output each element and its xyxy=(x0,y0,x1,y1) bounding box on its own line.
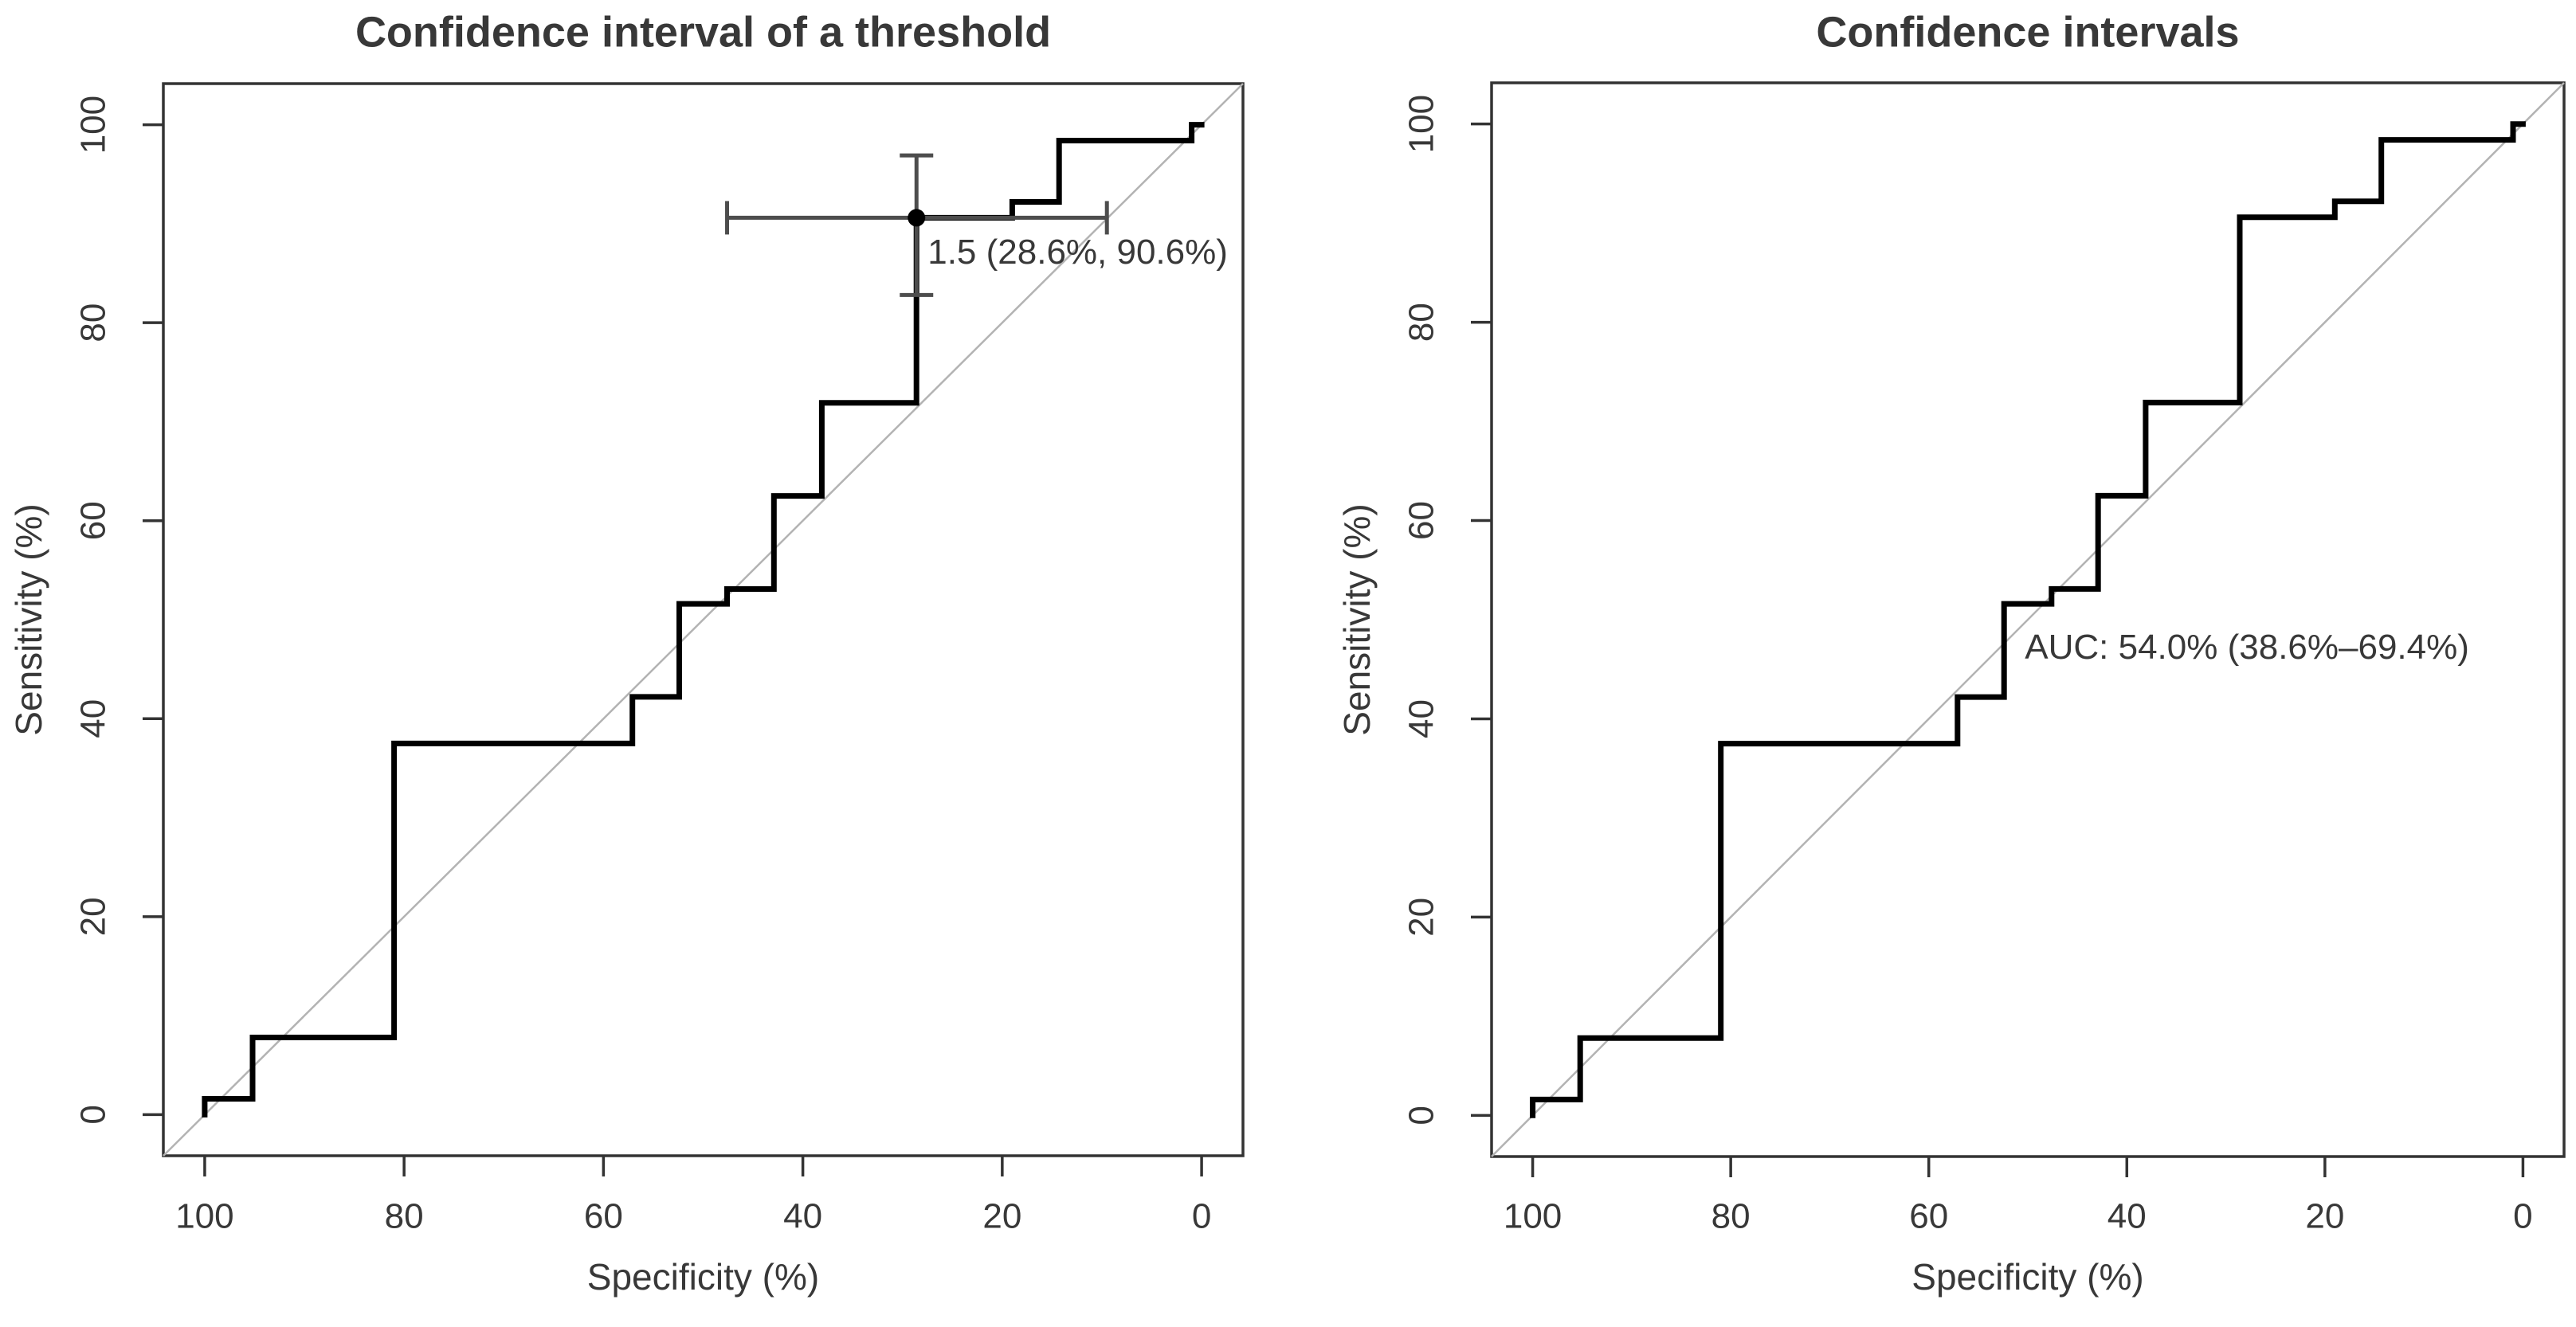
chance-diagonal-line xyxy=(163,83,1244,1157)
plot-box xyxy=(162,82,1245,1157)
x-tick-label: 100 xyxy=(1504,1197,1562,1236)
y-tick-label: 80 xyxy=(74,303,113,343)
threshold-point xyxy=(908,209,926,227)
x-tick-label: 100 xyxy=(175,1197,233,1236)
x-tick-label: 40 xyxy=(783,1197,822,1236)
y-tick-label: 80 xyxy=(1402,303,1441,342)
panel-title: Confidence intervals xyxy=(1816,8,2239,56)
x-tick-label: 20 xyxy=(2305,1197,2344,1236)
panel-title: Confidence interval of a threshold xyxy=(355,8,1051,56)
x-tick-label: 0 xyxy=(2513,1197,2532,1236)
x-tick-label: 60 xyxy=(584,1197,623,1236)
threshold-label: 1.5 (28.6%, 90.6%) xyxy=(927,233,1228,272)
x-tick-label: 60 xyxy=(1909,1197,1948,1236)
roc-panel-left: 100 80 60 40 20 0 0 20 40 60 80 100 Confidence inter… xyxy=(8,8,1245,1298)
x-tick-label: 20 xyxy=(982,1197,1021,1236)
y-tick-label: 20 xyxy=(74,897,113,936)
y-tick-label: 0 xyxy=(74,1105,113,1124)
auc-label: AUC: 54.0% (38.6%–69.4%) xyxy=(2025,628,2469,667)
x-axis-title: Specificity (%) xyxy=(587,1256,819,1298)
y-tick-label: 100 xyxy=(74,96,113,154)
y-axis-title: Sensitivity (%) xyxy=(1336,503,1378,735)
x-tick-label: 0 xyxy=(1192,1197,1211,1236)
chance-diagonal-line xyxy=(1491,82,2565,1157)
y-tick-label: 40 xyxy=(74,699,113,738)
x-tick-label: 40 xyxy=(2107,1197,2147,1236)
y-tick-label: 60 xyxy=(1402,501,1441,540)
y-tick-label: 20 xyxy=(1402,898,1441,937)
y-tick-label: 0 xyxy=(1402,1106,1441,1125)
plot-box xyxy=(1490,81,2566,1158)
roc-curve xyxy=(202,122,1205,1118)
x-tick-label: 80 xyxy=(1711,1197,1751,1236)
roc-panel-right: 100 80 60 40 20 0 0 20 40 60 80 100 Confidence inter… xyxy=(1336,8,2566,1298)
y-tick-label: 60 xyxy=(74,501,113,540)
y-tick-label: 40 xyxy=(1402,699,1441,738)
x-axis-title: Specificity (%) xyxy=(1911,1256,2143,1298)
x-tick-label: 80 xyxy=(385,1197,424,1236)
roc-curve xyxy=(1530,121,2526,1118)
y-axis-title: Sensitivity (%) xyxy=(8,503,49,735)
y-tick-label: 100 xyxy=(1402,95,1441,153)
